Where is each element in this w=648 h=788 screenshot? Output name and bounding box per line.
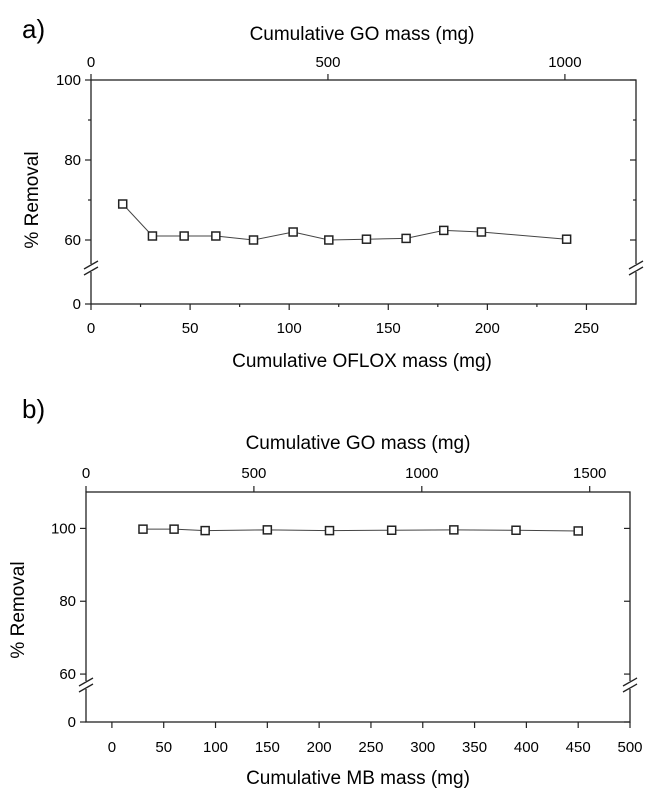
x-axis-title: Cumulative MB mass (mg) [246, 768, 470, 788]
data-point [211, 231, 221, 241]
x2-tick-label: 0 [82, 465, 90, 482]
data-point [439, 225, 449, 236]
x-tick-label: 350 [462, 739, 487, 756]
x-tick-label: 0 [108, 739, 116, 756]
data-point [401, 233, 411, 244]
x2-tick-label: 1500 [573, 465, 606, 482]
data-point [248, 235, 259, 245]
x-tick-label: 50 [155, 739, 172, 756]
y-tick-label: 80 [59, 593, 76, 610]
data-point [200, 525, 210, 536]
data-point [324, 235, 334, 245]
axis-break-mark [83, 260, 99, 270]
data-point [262, 525, 273, 535]
axis-break-mark [622, 677, 638, 687]
x-tick-label: 400 [514, 739, 539, 756]
data-point [324, 525, 335, 536]
x-tick-label: 150 [376, 320, 401, 337]
data-point [169, 524, 179, 534]
y-tick-label: 60 [59, 666, 76, 683]
y-tick-label: 0 [73, 296, 81, 313]
data-point [179, 231, 189, 241]
x2-tick-label: 500 [315, 54, 340, 71]
axis-break-gap [622, 681, 638, 689]
x2-tick-label: 1000 [548, 54, 581, 71]
series-line [122, 203, 567, 241]
data-point [288, 227, 298, 237]
data-point [138, 524, 148, 534]
y-axis-title: % Removal [22, 151, 43, 248]
axis-break-mark [83, 266, 99, 276]
x2-tick-label: 1000 [405, 465, 438, 482]
data-point [573, 526, 583, 536]
y-tick-label: 0 [68, 714, 76, 731]
x2-tick-label: 0 [87, 54, 95, 71]
x-axis-title: Cumulative OFLOX mass (mg) [232, 351, 492, 372]
x-tick-label: 0 [87, 320, 95, 337]
panel-label: b) [22, 394, 45, 424]
axis-break-gap [628, 264, 644, 272]
data-point [476, 227, 487, 237]
x2-axis-title: Cumulative GO mass (mg) [246, 433, 471, 454]
axis-break-mark [622, 683, 638, 693]
panel-label: a) [22, 14, 45, 44]
x-tick-label: 100 [203, 739, 228, 756]
plot-frame [90, 79, 637, 305]
axis-break-mark [628, 260, 644, 270]
y-tick-label: 100 [56, 72, 81, 89]
x2-tick-label: 500 [241, 465, 266, 482]
y-tick-label: 80 [64, 152, 81, 169]
data-point [117, 199, 128, 209]
x-tick-label: 300 [410, 739, 435, 756]
data-point [449, 525, 459, 535]
x2-axis-title: Cumulative GO mass (mg) [250, 24, 475, 45]
y-axis-title: % Removal [8, 561, 29, 658]
axis-break-mark [628, 266, 644, 276]
x-tick-label: 100 [277, 320, 302, 337]
axis-break-mark [78, 683, 94, 693]
x-tick-label: 250 [574, 320, 599, 337]
y-tick-label: 100 [51, 520, 76, 537]
x-tick-label: 200 [307, 739, 332, 756]
x-tick-label: 150 [255, 739, 280, 756]
plot-frame [85, 491, 631, 723]
data-point [561, 234, 572, 244]
y-tick-label: 60 [64, 232, 81, 249]
data-point [361, 234, 372, 244]
x-tick-label: 250 [358, 739, 383, 756]
axis-break-mark [78, 677, 94, 687]
data-point [147, 231, 158, 241]
data-point [511, 525, 521, 535]
axis-break-gap [83, 264, 99, 272]
x-tick-label: 450 [566, 739, 591, 756]
x-tick-label: 500 [617, 739, 642, 756]
x-tick-label: 50 [182, 320, 199, 337]
x-tick-label: 200 [475, 320, 500, 337]
data-point [386, 525, 397, 535]
axis-break-gap [78, 681, 94, 689]
